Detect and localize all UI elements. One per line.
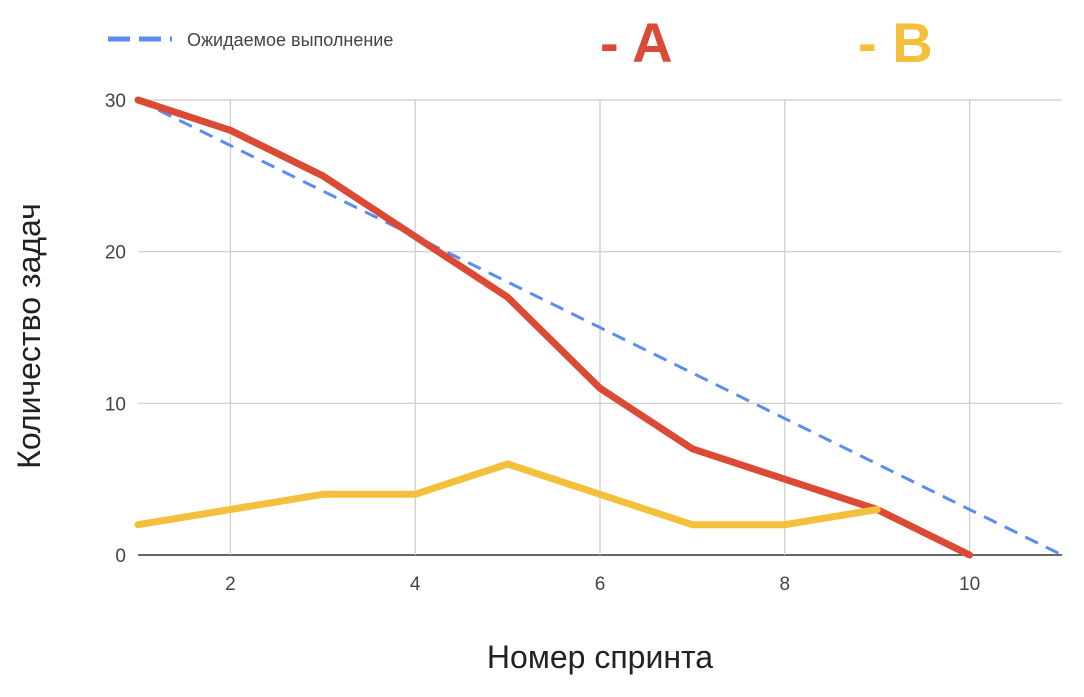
legend-b-label: - B (858, 11, 933, 74)
x-tick-label: 2 (225, 574, 236, 595)
legend: Ожидаемое выполнение - A - B (108, 11, 933, 74)
x-axis-label: Номер спринта (487, 639, 713, 675)
series-line-a (138, 100, 970, 555)
legend-expected-label: Ожидаемое выполнение (187, 30, 393, 50)
x-tick-label: 10 (959, 574, 980, 595)
y-tick-label: 20 (105, 243, 126, 264)
x-tick-label: 6 (595, 574, 606, 595)
y-axis-label: Количество задач (11, 203, 47, 469)
x-tick-label: 8 (780, 574, 791, 595)
y-tick-label: 30 (105, 91, 126, 112)
y-tick-label: 10 (105, 394, 126, 415)
x-tick-label: 4 (410, 574, 421, 595)
y-tick-label: 0 (115, 546, 126, 567)
legend-a-label: - A (600, 11, 673, 74)
tick-labels: 0 10 20 30 2 4 6 8 10 (105, 91, 980, 595)
